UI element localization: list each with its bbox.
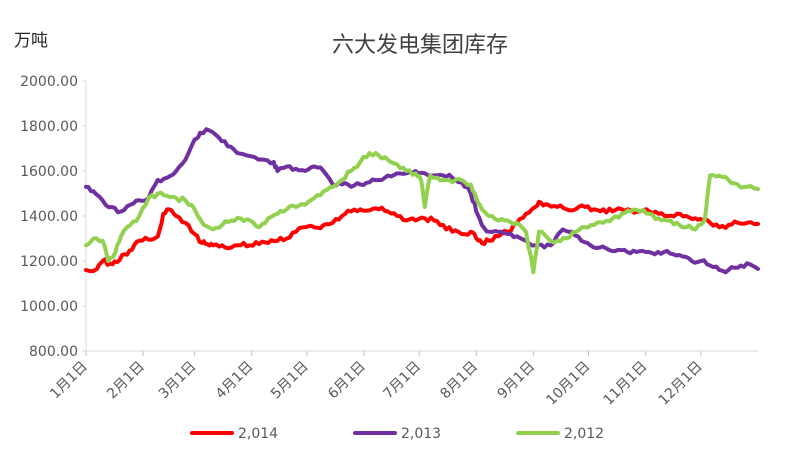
x-tick-label: 1月1日 [47,359,91,403]
series-line-2012 [84,150,760,275]
x-tick-label: 7月1日 [380,359,424,403]
x-tick-label: 2月1日 [104,359,148,403]
x-tick-label: 8月1日 [437,359,481,403]
legend-label: 2,013 [401,426,441,442]
x-tick-label: 6月1日 [325,359,369,403]
y-tick-label: 1200.00 [20,254,78,270]
y-tick-label: 1000.00 [20,299,78,315]
series-line-2014 [84,199,760,274]
legend-label: 2,012 [564,426,604,442]
series-layer [84,127,760,275]
legend: 2,014 2,013 2,012 [190,426,604,442]
y-axis-ticks: 800.00 1000.00 1200.00 1400.00 1600.00 1800.0… [20,74,86,360]
y-tick-label: 1800.00 [20,119,78,135]
x-axis-ticks: 1月1日 2月1日 3月1日 4月1日 5月1日 6月1日 7月1日 8月1日 9月1日 10月1… [47,351,706,409]
chart-title: 六大发电集团库存 [332,33,508,58]
x-tick-label: 12月1日 [656,359,706,409]
x-tick-label: 11月1日 [601,359,651,409]
x-tick-label: 4月1日 [213,359,257,403]
x-tick-label: 5月1日 [268,359,312,403]
x-tick-label: 10月1日 [543,359,593,409]
y-tick-label: 2000.00 [20,74,78,90]
x-tick-label: 9月1日 [494,359,538,403]
series-line-2013 [84,127,760,275]
y-tick-label: 800.00 [29,344,78,360]
y-tick-label: 1400.00 [20,209,78,225]
legend-label: 2,014 [238,426,278,442]
y-axis-unit-label: 万吨 [14,31,48,51]
x-tick-label: 3月1日 [156,359,200,403]
y-tick-label: 1600.00 [20,164,78,180]
